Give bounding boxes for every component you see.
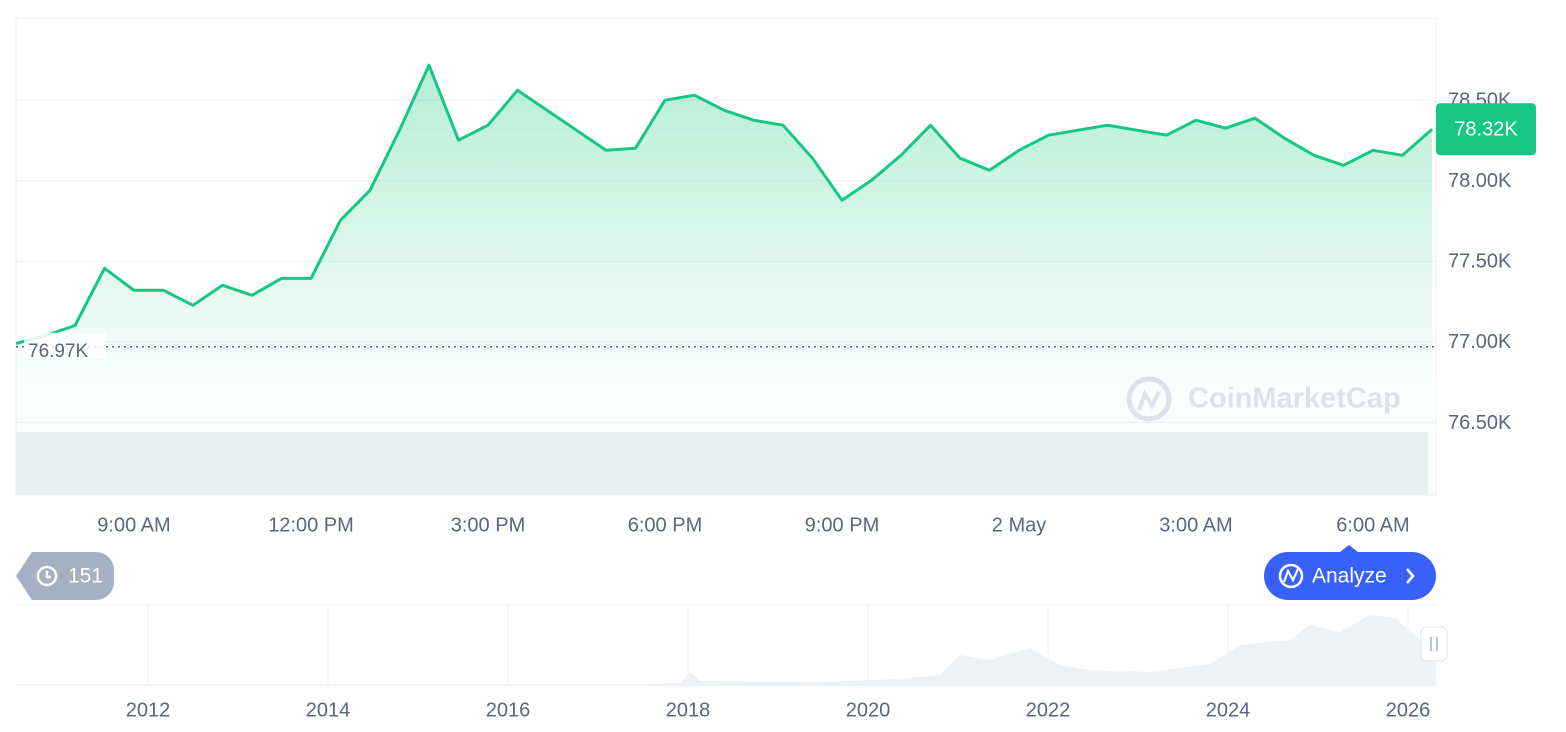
navigator-year: 2012 <box>126 699 171 721</box>
navigator-year: 2026 <box>1386 699 1431 721</box>
x-tick-label: 3:00 AM <box>1159 514 1232 536</box>
navigator-year: 2024 <box>1206 699 1251 721</box>
y-tick-label: 76.50K <box>1448 412 1512 434</box>
area-fill <box>16 65 1432 495</box>
x-tick-label: 6:00 AM <box>1336 514 1409 536</box>
analyze-bg <box>1264 552 1436 600</box>
last-price-badge <box>1436 103 1536 156</box>
navigator-year: 2022 <box>1026 699 1071 721</box>
x-tick-label: 6:00 PM <box>628 514 702 536</box>
last-price-label: 78.32K <box>1454 118 1518 140</box>
navigator-year: 2018 <box>666 699 711 721</box>
history-count: 151 <box>68 565 103 588</box>
history-badge[interactable]: 151 <box>16 552 114 600</box>
price-line <box>15 63 1433 345</box>
navigator: 2012 2014 2016 2018 2020 2022 2024 2026 <box>16 604 1448 721</box>
navigator-year: 2014 <box>306 699 351 721</box>
x-tick-label: 9:00 AM <box>97 514 170 536</box>
min-label-bg <box>24 332 106 359</box>
clock-hand <box>45 571 51 579</box>
x-tick-label: 12:00 PM <box>268 514 354 536</box>
clock-icon <box>36 565 58 587</box>
navigator-area <box>600 615 1436 685</box>
y-tick-label: 77.00K <box>1448 331 1512 353</box>
button-pointer <box>1340 545 1358 552</box>
analyze-label: Analyze <box>1312 565 1387 588</box>
history-badge-bg <box>16 552 114 600</box>
min-label: 76.97K <box>28 341 89 362</box>
x-tick-label: 3:00 PM <box>451 514 525 536</box>
navigator-year: 2020 <box>846 699 891 721</box>
analyze-icon-mark <box>1282 568 1300 583</box>
analyze-button[interactable]: Analyze <box>1264 545 1436 600</box>
y-tick-label: 78.00K <box>1448 170 1512 192</box>
watermark-text: CoinMarketCap <box>1188 383 1401 415</box>
y-tick-label: 77.50K <box>1448 251 1512 273</box>
watermark: CoinMarketCap <box>1126 376 1401 422</box>
chevron <box>1406 568 1415 584</box>
analyze-icon <box>1278 563 1304 589</box>
navigator-handle[interactable] <box>1420 626 1448 662</box>
x-tick-label: 9:00 PM <box>805 514 879 536</box>
x-tick-label: 2 May <box>992 514 1046 536</box>
navigator-year: 2016 <box>486 699 531 721</box>
